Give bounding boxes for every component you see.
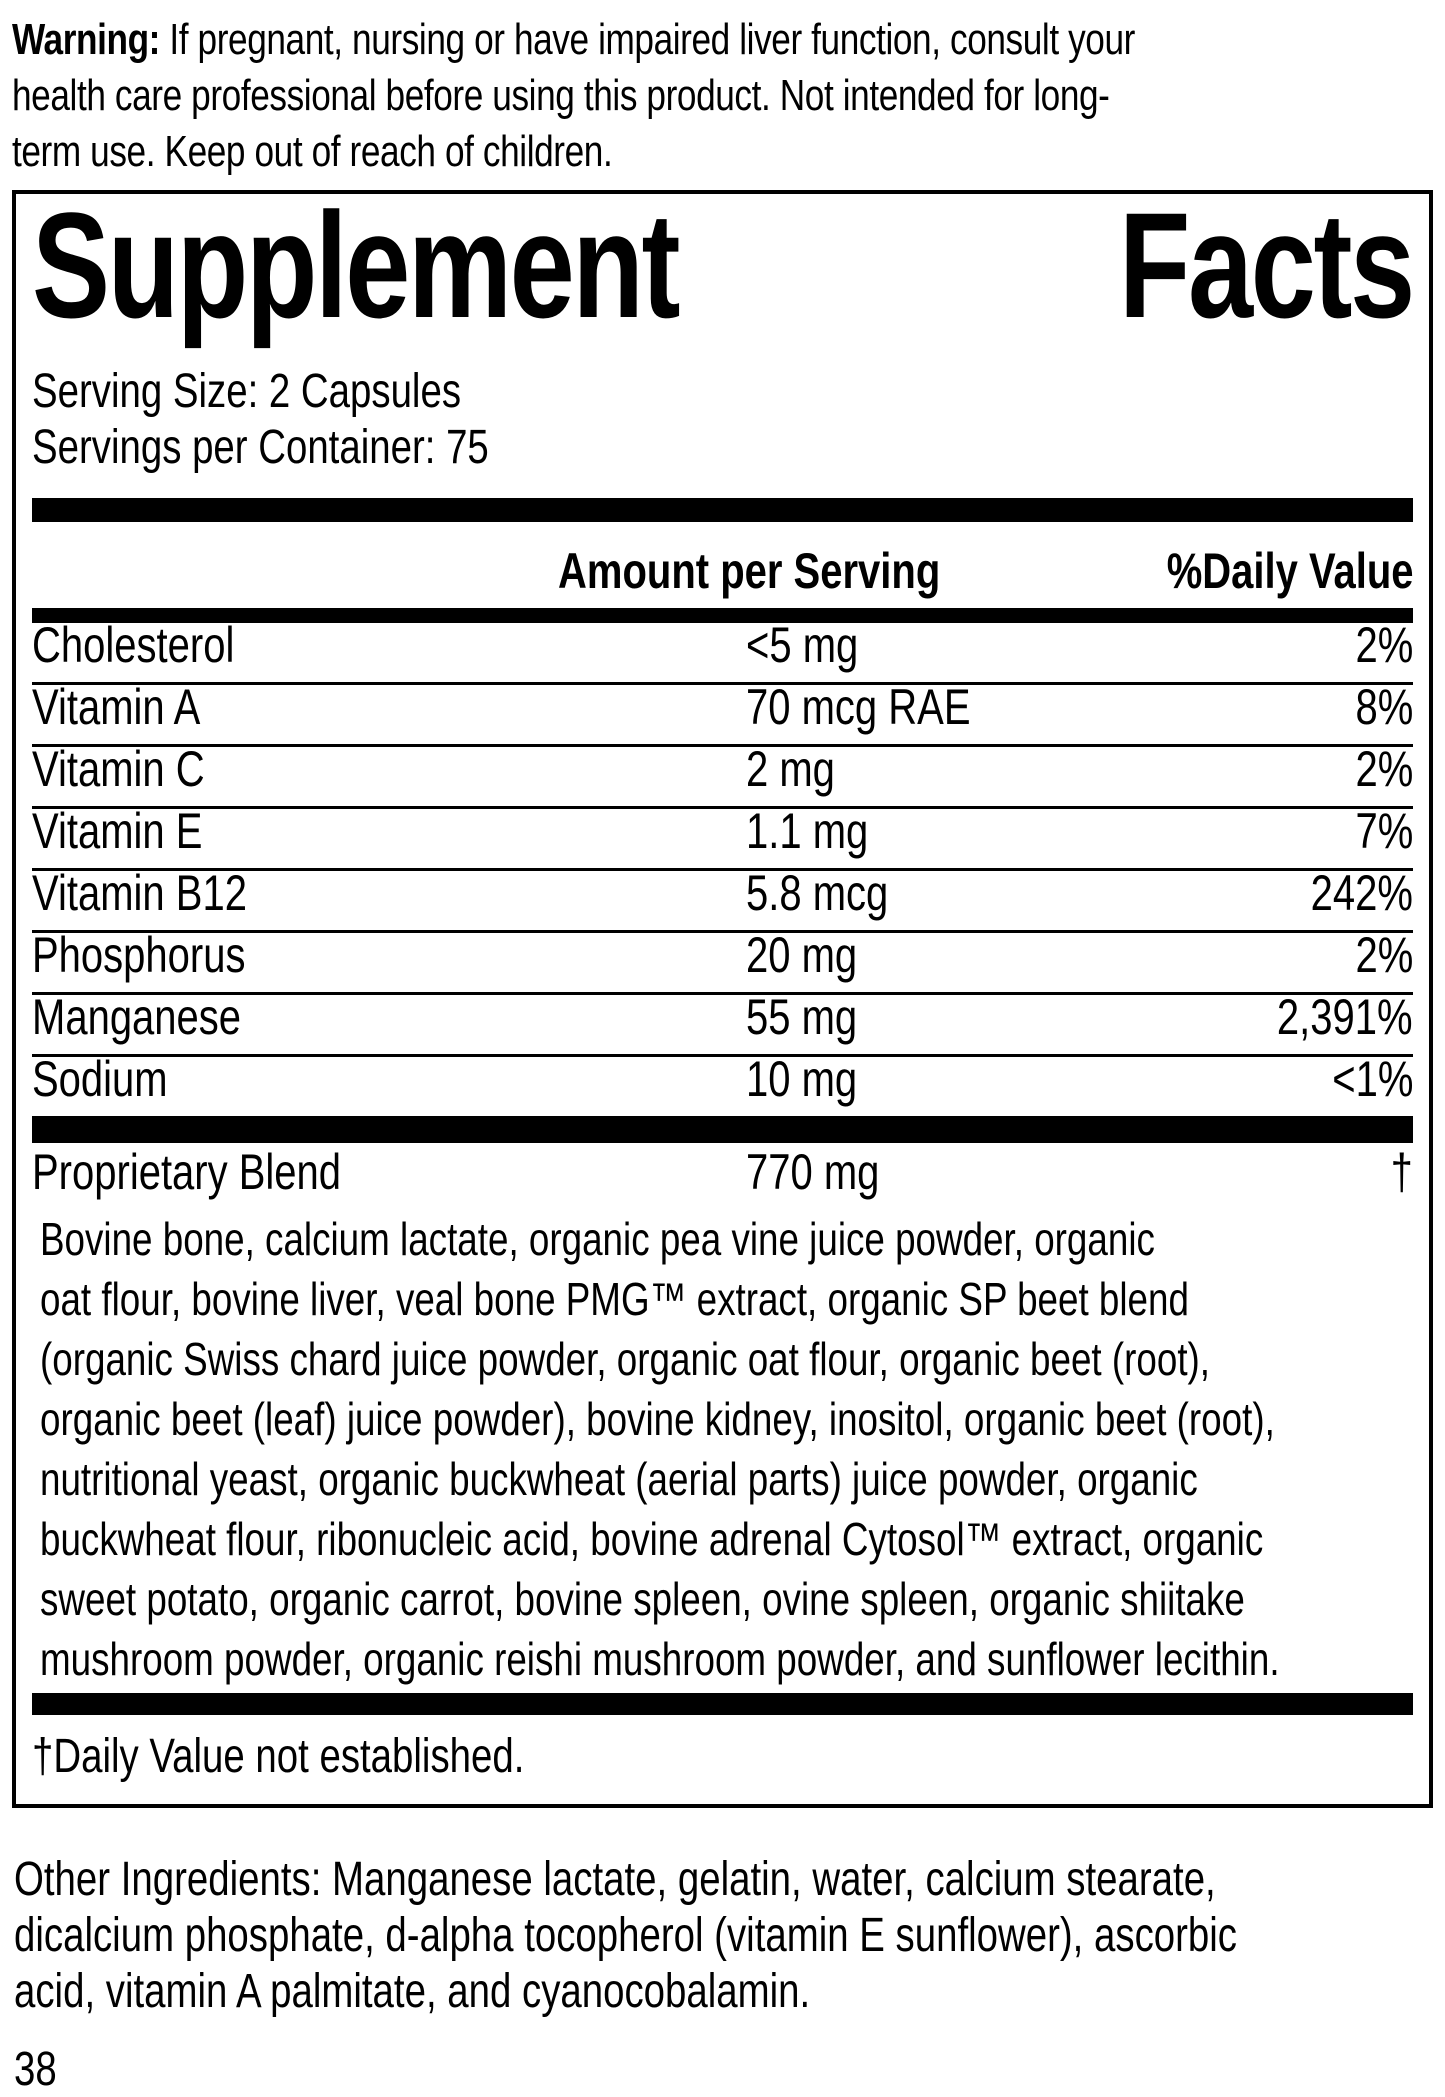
nutrient-name: Vitamin A [32, 679, 201, 735]
column-header-amount: Amount per Serving [558, 543, 941, 599]
divider-bar-medium [32, 608, 1413, 623]
proprietary-blend-ingredients: Bovine bone, calcium lactate, organic pe… [32, 1209, 1413, 1689]
proprietary-blend-dagger: † [1390, 1144, 1413, 1200]
nutrient-name: Manganese [32, 989, 242, 1045]
nutrient-daily-value: 2% [1355, 617, 1413, 673]
blend-line: buckwheat flour, ribonucleic acid, bovin… [40, 1513, 1264, 1565]
warning-text-line-3: term use. Keep out of reach of children. [12, 127, 613, 176]
warning-label: Warning: [12, 15, 160, 64]
blend-line: Bovine bone, calcium lactate, organic pe… [40, 1213, 1155, 1265]
column-header-row: Amount per Serving %Daily Value [32, 522, 1413, 608]
warning-text-line-2: health care professional before using th… [12, 71, 1110, 120]
nutrient-row-sodium: Sodium 10 mg <1% [32, 1051, 1413, 1119]
warning-line: health care professional before using th… [12, 68, 1433, 124]
nutrient-row-vitamin-e: Vitamin E 1.1 mg 7% [32, 803, 1413, 871]
other-ingredients-line: acid, vitamin A palmitate, and cyanocoba… [14, 1965, 811, 2018]
nutrient-daily-value: 2,391% [1277, 989, 1413, 1045]
other-ingredients-paragraph: Other Ingredients: Manganese lactate, ge… [12, 1852, 1433, 2020]
nutrient-name: Cholesterol [32, 617, 235, 673]
nutrient-daily-value: 242% [1310, 865, 1413, 921]
title-word-facts: Facts [1119, 181, 1415, 349]
nutrient-amount: <5 mg [746, 617, 859, 673]
nutrient-daily-value: 2% [1355, 741, 1413, 797]
proprietary-blend-name: Proprietary Blend [32, 1144, 342, 1200]
nutrient-amount: 5.8 mcg [746, 865, 889, 921]
other-ingredients-line: Other Ingredients: Manganese lactate, ge… [14, 1853, 1216, 1906]
proprietary-blend-row: Proprietary Blend 770 mg † [32, 1143, 1413, 1209]
warning-text-line-1: If pregnant, nursing or have impaired li… [169, 15, 1135, 64]
nutrient-name: Sodium [32, 1051, 168, 1107]
divider-bar-thick [32, 498, 1413, 522]
nutrient-amount: 1.1 mg [746, 803, 869, 859]
nutrient-daily-value: 7% [1355, 803, 1413, 859]
other-ingredients-line: dicalcium phosphate, d-alpha tocopherol … [14, 1909, 1238, 1962]
supplement-facts-panel: Supplement Facts Serving Size: 2 Capsule… [12, 190, 1433, 1808]
nutrient-name: Vitamin C [32, 741, 205, 797]
nutrient-name: Vitamin B12 [32, 865, 247, 921]
blend-line: nutritional yeast, organic buckwheat (ae… [40, 1453, 1198, 1505]
nutrient-daily-value: 8% [1355, 679, 1413, 735]
nutrient-daily-value: <1% [1331, 1051, 1413, 1107]
warning-line: Warning: If pregnant, nursing or have im… [12, 12, 1433, 68]
nutrient-amount: 10 mg [746, 1051, 858, 1107]
blend-line: sweet potato, organic carrot, bovine spl… [40, 1573, 1245, 1625]
serving-info: Serving Size: 2 Capsules Servings per Co… [32, 364, 1413, 476]
nutrient-row-manganese: Manganese 55 mg 2,391% [32, 989, 1413, 1057]
blend-line: (organic Swiss chard juice powder, organ… [40, 1333, 1211, 1385]
title-word-supplement: Supplement [32, 181, 680, 349]
nutrient-row-phosphorus: Phosphorus 20 mg 2% [32, 927, 1413, 995]
blend-line: organic beet (leaf) juice powder), bovin… [40, 1393, 1275, 1445]
column-header-daily-value: %Daily Value [1166, 543, 1413, 599]
nutrient-name: Vitamin E [32, 803, 203, 859]
nutrient-row-vitamin-c: Vitamin C 2 mg 2% [32, 741, 1413, 809]
blend-line: mushroom powder, organic reishi mushroom… [40, 1633, 1280, 1685]
blend-line: oat flour, bovine liver, veal bone PMG™ … [40, 1273, 1189, 1325]
nutrient-daily-value: 2% [1355, 927, 1413, 983]
nutrient-amount: 20 mg [746, 927, 858, 983]
warning-line: term use. Keep out of reach of children. [12, 124, 1433, 180]
nutrient-row-cholesterol: Cholesterol <5 mg 2% [32, 617, 1413, 685]
nutrient-row-vitamin-b12: Vitamin B12 5.8 mcg 242% [32, 865, 1413, 933]
nutrient-amount: 2 mg [746, 741, 835, 797]
divider-bar-thick [32, 1693, 1413, 1715]
divider-bar-thick [32, 1119, 1413, 1143]
warning-paragraph: Warning: If pregnant, nursing or have im… [12, 12, 1433, 180]
nutrient-amount: 70 mcg RAE [746, 679, 971, 735]
nutrient-row-vitamin-a: Vitamin A 70 mcg RAE 8% [32, 679, 1413, 747]
serving-size-line: Serving Size: 2 Capsules [32, 365, 462, 418]
proprietary-blend-amount: 770 mg [746, 1144, 880, 1200]
servings-per-container-line: Servings per Container: 75 [32, 421, 489, 474]
daily-value-footnote: †Daily Value not established. [32, 1730, 525, 1783]
panel-title: Supplement Facts [32, 181, 1415, 349]
page-number: 38 [14, 2043, 57, 2096]
nutrient-name: Phosphorus [32, 927, 246, 983]
nutrient-amount: 55 mg [746, 989, 858, 1045]
